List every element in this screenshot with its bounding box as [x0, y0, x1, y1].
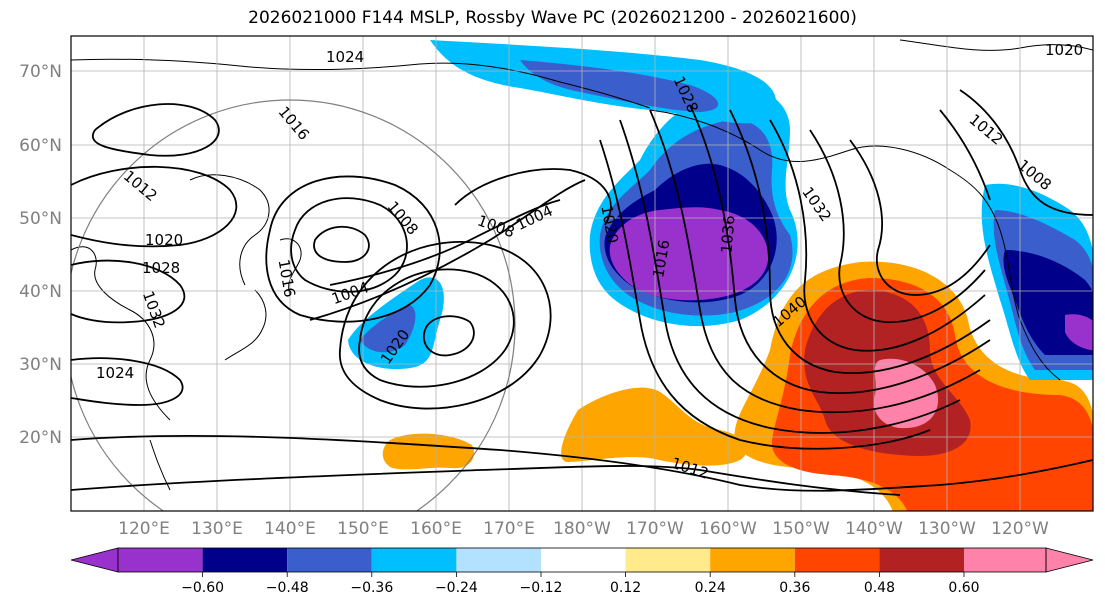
lon-label: 130°E	[191, 519, 243, 539]
coastlines	[71, 39, 1093, 491]
contour-label: 1028	[142, 259, 180, 277]
negative-anomaly-central-2	[360, 305, 416, 353]
colorbar-tick-label: 0.12	[610, 580, 641, 596]
lon-label: 180°W	[553, 519, 611, 539]
colorbar-tick-label: 0.36	[779, 580, 810, 596]
colorbar-ticks	[202, 572, 965, 577]
negative-anomaly-arctic-2	[520, 60, 719, 112]
colorbar-bin	[118, 548, 203, 572]
colorbar-tick-label: 0.24	[695, 580, 726, 596]
colorbar-bin	[202, 548, 288, 572]
lat-label: 70°N	[19, 62, 62, 82]
lat-axis: 70°N 60°N 50°N 40°N 30°N 20°N	[19, 62, 62, 448]
colorbar-tick-label: −0.60	[181, 580, 224, 596]
positive-anomaly-west	[561, 387, 748, 466]
reference-circle	[71, 99, 516, 511]
colorbar-bin	[456, 548, 541, 572]
colorbar-tick-label: 0.60	[948, 580, 979, 596]
contour-label: 1020	[145, 231, 183, 249]
contour-label: 1036	[717, 214, 738, 254]
colorbar-bin	[879, 548, 964, 572]
contour-label: 1020	[1045, 41, 1083, 59]
isobars	[71, 89, 1093, 496]
colorbar-min-extend	[70, 547, 119, 573]
lon-label: 140°E	[264, 519, 316, 539]
lon-label: 130°W	[918, 519, 976, 539]
colorbar-tick-label: 0.48	[864, 580, 895, 596]
colorbar-tick-label: −0.48	[266, 580, 309, 596]
lat-label: 50°N	[19, 209, 62, 229]
positive-anomaly-west-2	[382, 433, 474, 470]
colorbar-tick-label: −0.12	[520, 580, 563, 596]
map-layers	[71, 36, 1093, 511]
lat-label: 60°N	[19, 136, 62, 156]
colorbar: −0.60 −0.48 −0.36 −0.24 −0.12 0.12 0.24 …	[70, 547, 1094, 596]
colorbar-bin	[964, 548, 1046, 572]
colorbar-bin	[625, 548, 711, 572]
colorbar-tick-label: −0.24	[435, 580, 478, 596]
lon-axis: 120°E 130°E 140°E 150°E 160°E 170°E 180°…	[118, 519, 1049, 539]
colorbar-bin	[710, 548, 795, 572]
colorbar-bin	[794, 548, 880, 572]
colorbar-tick-labels: −0.60 −0.48 −0.36 −0.24 −0.12 0.12 0.24 …	[181, 580, 979, 596]
lon-label: 120°W	[991, 519, 1049, 539]
colorbar-max-extend	[1045, 547, 1094, 573]
lon-label: 160°E	[410, 519, 462, 539]
contour-label: 1024	[96, 364, 134, 382]
contour-label: 1024	[326, 48, 364, 66]
lat-label: 30°N	[19, 355, 62, 375]
lat-label: 20°N	[19, 428, 62, 448]
lon-label: 170°E	[483, 519, 535, 539]
colorbar-tick-label: −0.36	[350, 580, 393, 596]
lon-label: 120°E	[118, 519, 170, 539]
map-frame	[70, 35, 1094, 512]
lon-label: 140°W	[845, 519, 903, 539]
graticule	[71, 36, 1093, 511]
colorbar-bin	[287, 548, 372, 572]
lon-label: 160°W	[699, 519, 757, 539]
colorbar-bin	[541, 548, 626, 572]
colorbar-frame	[117, 547, 1047, 573]
map-title: 2026021000 F144 MSLP, Rossby Wave PC (20…	[248, 8, 857, 28]
lon-label: 150°W	[772, 519, 830, 539]
colorbar-bin	[371, 548, 457, 572]
lat-label: 40°N	[19, 282, 62, 302]
lon-label: 170°W	[626, 519, 684, 539]
negative-anomaly-na-4	[1065, 314, 1093, 351]
lon-label: 150°E	[337, 519, 389, 539]
